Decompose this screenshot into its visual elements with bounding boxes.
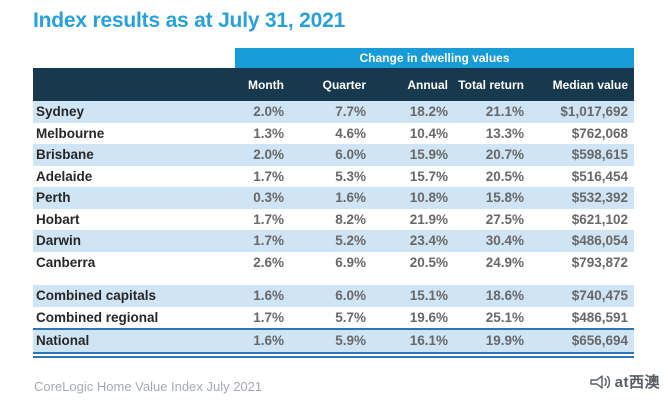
row-value: $486,054 xyxy=(571,233,628,249)
page-title: Index results as at July 31, 2021 xyxy=(33,9,346,32)
row-value: 1.6% xyxy=(253,288,284,304)
row-value: 18.6% xyxy=(485,288,524,304)
row-value: $740,475 xyxy=(571,288,628,304)
column-header-month: Month xyxy=(248,77,284,92)
row-label: Perth xyxy=(36,190,71,206)
table-row: Combined regional 1.7% 5.7% 19.6% 25.1% $486,… xyxy=(33,307,634,329)
table-row: Darwin 1.7% 5.2% 23.4% 30.4% $486,054 xyxy=(33,230,634,252)
table-row: Brisbane 2.0% 6.0% 15.9% 20.7% $598,615 xyxy=(33,144,634,166)
dwelling-values-table: Change in dwelling values Month Quarter … xyxy=(33,48,634,358)
table-row: Sydney 2.0% 7.7% 18.2% 21.1% $1,017,692 xyxy=(33,101,634,123)
row-value: $793,872 xyxy=(571,254,628,270)
row-value: 19.9% xyxy=(485,333,524,349)
table-row: Combined capitals 1.6% 6.0% 15.1% 18.6% $740,… xyxy=(33,285,634,307)
row-value: 6.0% xyxy=(335,288,366,304)
row-value: 6.9% xyxy=(335,254,366,270)
watermark-text: at西澳 xyxy=(614,374,660,391)
table-row: Perth 0.3% 1.6% 10.8% 15.8% $532,392 xyxy=(33,187,634,209)
row-label: Canberra xyxy=(36,254,96,270)
row-label: Darwin xyxy=(36,233,82,249)
row-value: 5.2% xyxy=(335,233,366,249)
table-bottom-rule xyxy=(33,356,634,358)
row-value: $621,102 xyxy=(571,211,628,227)
column-header-median-value: Median value xyxy=(552,77,628,92)
row-value: 1.7% xyxy=(253,168,284,184)
row-value: 8.2% xyxy=(335,211,366,227)
row-label: Sydney xyxy=(36,104,85,120)
row-value: 1.6% xyxy=(253,333,284,349)
section-spacer xyxy=(33,273,634,285)
row-value: 20.5% xyxy=(485,168,524,184)
row-value: 1.7% xyxy=(253,309,284,325)
row-value: 25.1% xyxy=(485,309,524,325)
row-value: 5.9% xyxy=(335,333,366,349)
watermark: at西澳 xyxy=(589,371,660,392)
row-value: 20.7% xyxy=(485,147,524,163)
row-value: 10.4% xyxy=(409,125,448,141)
row-value: 5.3% xyxy=(335,168,366,184)
row-label: Adelaide xyxy=(36,168,93,184)
band-spacer xyxy=(33,48,235,68)
table-band-row: Change in dwelling values xyxy=(33,48,634,68)
row-value: 1.3% xyxy=(253,125,284,141)
row-value: 24.9% xyxy=(485,254,524,270)
band-label: Change in dwelling values xyxy=(235,48,634,68)
row-label: Brisbane xyxy=(36,147,94,163)
table-row: Melbourne 1.3% 4.6% 10.4% 13.3% $762,068 xyxy=(33,123,634,145)
row-value: 5.7% xyxy=(335,309,366,325)
row-value: 15.7% xyxy=(409,168,448,184)
row-value: $762,068 xyxy=(571,125,628,141)
row-value: 15.1% xyxy=(409,288,448,304)
source-note: CoreLogic Home Value Index July 2021 xyxy=(34,379,263,394)
row-value: 23.4% xyxy=(409,233,448,249)
column-header-total-return: Total return xyxy=(458,77,524,92)
megaphone-icon xyxy=(589,373,611,391)
row-value: 1.7% xyxy=(253,233,284,249)
row-value: $532,392 xyxy=(571,190,628,206)
row-value: 4.6% xyxy=(335,125,366,141)
table-body: Sydney 2.0% 7.7% 18.2% 21.1% $1,017,692 Melbou… xyxy=(33,101,634,354)
row-label: Combined regional xyxy=(36,309,159,325)
table-row: Canberra 2.6% 6.9% 20.5% 24.9% $793,872 xyxy=(33,252,634,274)
row-value: 13.3% xyxy=(485,125,524,141)
row-value: $1,017,692 xyxy=(560,104,628,120)
table-row: National 1.6% 5.9% 16.1% 19.9% $656,694 xyxy=(33,328,634,354)
column-header-annual: Annual xyxy=(407,77,448,92)
row-value: 0.3% xyxy=(253,190,284,206)
row-value: 18.2% xyxy=(409,104,448,120)
row-value: 7.7% xyxy=(335,104,366,120)
row-value: 2.0% xyxy=(253,147,284,163)
row-value: 2.6% xyxy=(253,254,284,270)
row-label: Hobart xyxy=(36,211,80,227)
row-label: National xyxy=(36,333,90,349)
row-value: 30.4% xyxy=(485,233,524,249)
row-value: 21.9% xyxy=(409,211,448,227)
column-header-quarter: Quarter xyxy=(322,77,366,92)
row-value: 2.0% xyxy=(253,104,284,120)
row-value: 16.1% xyxy=(409,333,448,349)
row-value: 1.7% xyxy=(253,211,284,227)
row-label: Combined capitals xyxy=(36,288,157,304)
row-value: 19.6% xyxy=(409,309,448,325)
row-value: 20.5% xyxy=(409,254,448,270)
table-row: Adelaide 1.7% 5.3% 15.7% 20.5% $516,454 xyxy=(33,166,634,188)
table-header-row: Month Quarter Annual Total return Median… xyxy=(33,68,634,101)
row-value: $486,591 xyxy=(571,309,628,325)
row-value: 6.0% xyxy=(335,147,366,163)
row-value: 15.9% xyxy=(409,147,448,163)
row-value: 15.8% xyxy=(485,190,524,206)
row-value: $516,454 xyxy=(571,168,628,184)
row-value: 10.8% xyxy=(409,190,448,206)
row-value: 21.1% xyxy=(485,104,524,120)
row-value: $598,615 xyxy=(571,147,628,163)
row-value: $656,694 xyxy=(571,333,628,349)
table-row: Hobart 1.7% 8.2% 21.9% 27.5% $621,102 xyxy=(33,209,634,231)
row-label: Melbourne xyxy=(36,125,105,141)
row-value: 1.6% xyxy=(335,190,366,206)
row-value: 27.5% xyxy=(485,211,524,227)
